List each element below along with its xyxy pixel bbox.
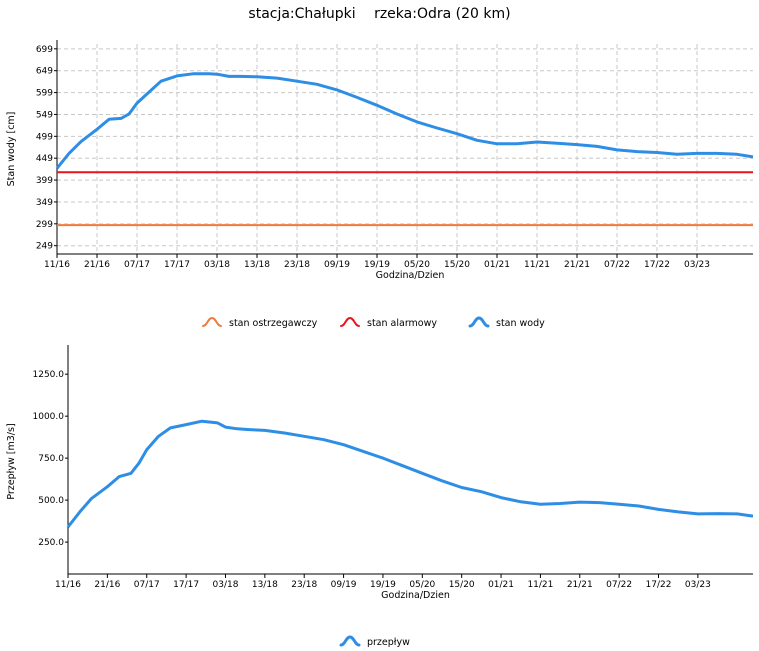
y-tick-label: 249 [36,242,53,252]
y-tick-label: 500.0 [38,496,64,506]
x-tick-label: 03/18 [213,580,239,590]
x-tick-label: 11/16 [55,580,81,590]
x-tick-label: 19/19 [364,260,390,270]
x-tick-label: 05/20 [409,580,435,590]
x-tick-label: 11/16 [44,260,70,270]
x-tick-label: 01/21 [484,260,510,270]
chart-title: stacja:Chałupki rzeka:Odra (20 km) [0,6,759,22]
x-tick-label: 17/22 [646,580,672,590]
legend-label: stan wody [496,318,545,329]
x-tick-label: 21/21 [564,260,590,270]
x-tick-label: 07/22 [604,260,630,270]
x-tick-label: 17/17 [164,260,190,270]
x-tick-label: 23/18 [291,580,317,590]
y-tick-label: 699 [36,45,53,55]
legend-label: stan alarmowy [367,318,437,329]
x-tick-label: 15/20 [444,260,470,270]
x-tick-label: 03/18 [204,260,230,270]
legend-icon [340,316,360,327]
x-tick-label: 13/18 [252,580,278,590]
x-tick-label: 21/21 [567,580,593,590]
y-axis-title: Stan wody [cm] [6,112,17,187]
flow-chart: 1250.0 1000.0 750.0 500.0 250.0 11/16 21/16 07/… [6,345,754,648]
x-tick-label: 17/22 [644,260,670,270]
x-tick-label: 11/21 [524,260,550,270]
x-axis-title: Godzina/Dzien [376,270,445,281]
legend-label: przepływ [367,637,410,648]
x-tick-label: 07/17 [124,260,150,270]
station-label: stacja:Chałupki [248,6,356,22]
x-tick-label: 03/23 [684,260,710,270]
series-przepływ [66,419,754,528]
x-tick-label: 21/16 [84,260,110,270]
y-tick-label: 399 [36,176,53,186]
y-tick-label: 1000.0 [33,412,65,422]
y-tick-label: 549 [36,110,53,120]
x-tick-label: 23/18 [284,260,310,270]
x-tick-label: 21/16 [94,580,120,590]
x-tick-label: 19/19 [370,580,396,590]
legend-icon [339,635,361,647]
y-tick-label: 299 [36,220,53,230]
x-tick-label: 11/21 [527,580,553,590]
river-label: rzeka:Odra (20 km) [374,6,511,22]
y-tick-label: 649 [36,67,53,77]
y-tick-label: 1250.0 [33,370,65,380]
series-stan-wody [55,72,754,170]
legend-label: stan ostrzegawczy [229,318,318,329]
legend-icon [468,316,490,328]
y-tick-label: 499 [36,132,53,142]
x-tick-label: 13/18 [244,260,270,270]
x-tick-label: 01/21 [488,580,514,590]
y-tick-label: 599 [36,89,53,99]
x-tick-label: 09/19 [331,580,357,590]
x-tick-label: 09/19 [324,260,350,270]
legend-icon [202,316,222,327]
y-tick-label: 250.0 [38,538,64,548]
x-tick-label: 17/17 [173,580,199,590]
x-tick-label: 15/20 [449,580,475,590]
y-tick-label: 449 [36,154,53,164]
y-tick-label: 349 [36,198,53,208]
x-tick-label: 07/22 [606,580,632,590]
y-tick-label: 750.0 [38,454,64,464]
x-tick-label: 05/20 [404,260,430,270]
x-axis-title: Godzina/Dzien [381,590,450,601]
y-axis-title: Przepływ [m3/s] [6,423,17,499]
water-level-chart: 699 649 599 549 499 449 399 349 299 249 11/16 21/16… [6,40,754,329]
x-tick-label: 07/17 [134,580,160,590]
x-tick-label: 03/23 [685,580,711,590]
